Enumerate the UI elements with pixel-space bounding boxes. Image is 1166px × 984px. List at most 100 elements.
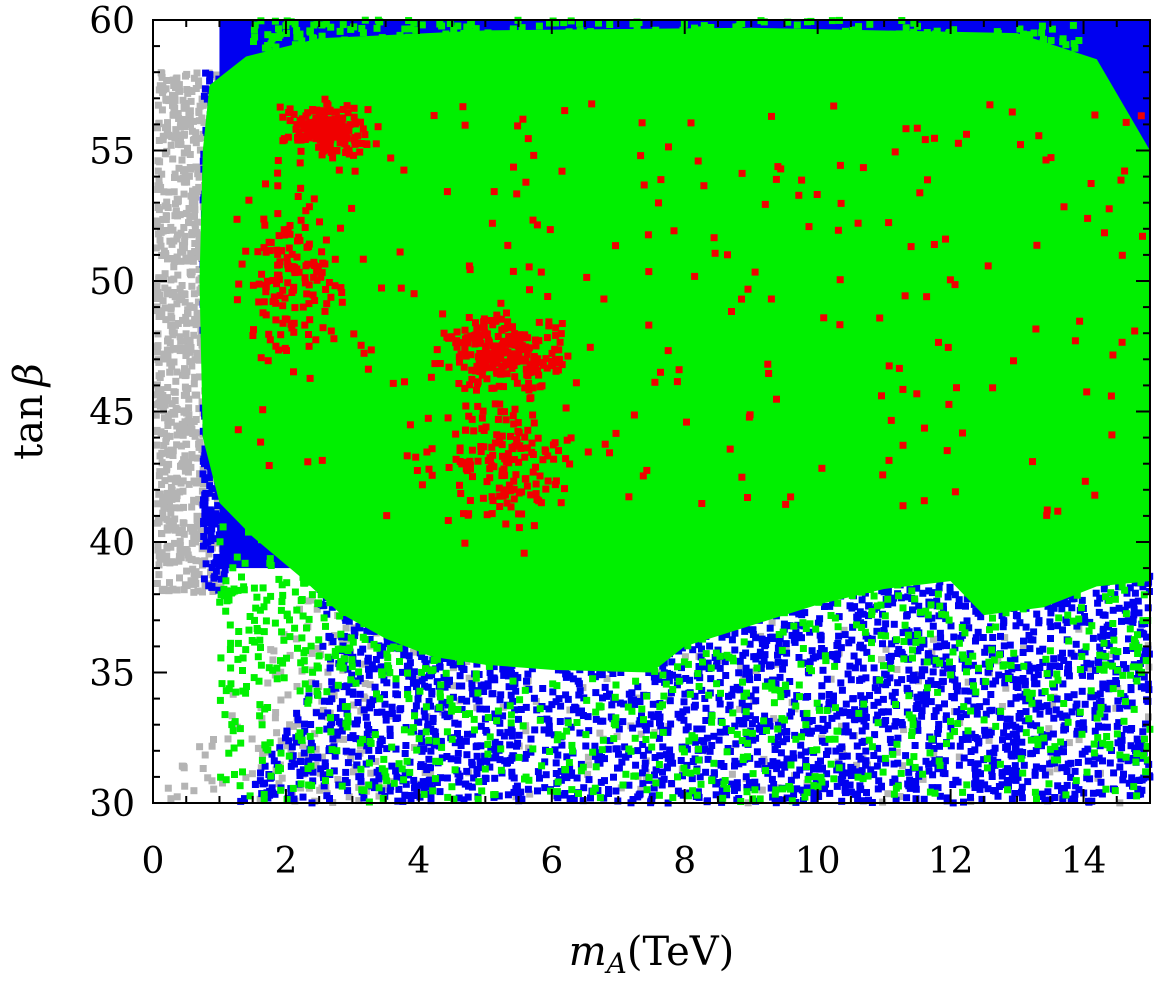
blue-point — [825, 698, 833, 706]
green-point — [1027, 591, 1035, 598]
blue-point — [969, 661, 977, 669]
blue-point — [984, 785, 992, 793]
gray-point — [312, 745, 320, 753]
gray-point — [267, 646, 275, 654]
blue-point — [650, 713, 658, 721]
blue-point — [605, 786, 612, 793]
blue-point — [622, 753, 629, 761]
blue-point — [1000, 642, 1008, 650]
blue-point — [605, 790, 612, 797]
blue-point — [378, 708, 386, 716]
green-point — [472, 674, 480, 682]
blue-point — [324, 709, 332, 717]
blue-point — [1018, 794, 1026, 802]
blue-point — [636, 698, 644, 705]
gray-point — [930, 750, 938, 758]
blue-point — [582, 742, 590, 750]
blue-point — [961, 687, 969, 695]
blue-point — [773, 765, 781, 773]
blue-point — [994, 792, 1002, 800]
blue-point — [464, 793, 472, 801]
blue-point — [810, 795, 818, 803]
blue-point — [883, 679, 891, 686]
blue-point — [791, 731, 799, 739]
green-point — [801, 793, 809, 801]
gray-point — [172, 84, 179, 91]
gray-point — [737, 663, 745, 671]
gray-point — [180, 762, 188, 770]
blue-point — [645, 669, 653, 676]
gray-point — [158, 587, 166, 595]
blue-point — [399, 668, 406, 676]
blue-point — [757, 664, 765, 672]
blue-point — [1128, 699, 1136, 707]
gray-point — [173, 586, 181, 594]
gray-point — [155, 181, 163, 189]
blue-point — [221, 516, 229, 524]
gray-point — [177, 248, 185, 256]
blue-point — [1033, 722, 1041, 730]
blue-point — [1143, 633, 1150, 641]
blue-point — [404, 686, 412, 693]
gray-point — [188, 282, 196, 290]
blue-point — [775, 796, 783, 804]
blue-point — [427, 702, 434, 710]
blue-point — [708, 742, 716, 749]
gray-point — [827, 675, 835, 683]
blue-point — [554, 794, 562, 802]
blue-point — [591, 742, 599, 750]
gray-point — [293, 683, 301, 690]
blue-point — [312, 680, 320, 688]
blue-point — [510, 774, 518, 782]
blue-point — [856, 608, 864, 616]
blue-point — [382, 716, 390, 724]
gray-point — [193, 515, 201, 523]
blue-point — [402, 742, 410, 749]
blue-point — [758, 635, 766, 643]
gray-point — [180, 167, 187, 175]
blue-point — [1043, 702, 1051, 710]
gray-point — [183, 319, 191, 327]
blue-point — [206, 482, 214, 490]
blue-point — [882, 620, 890, 628]
blue-point — [296, 768, 304, 776]
blue-point — [980, 756, 988, 764]
gray-point — [159, 391, 167, 399]
blue-point — [859, 707, 867, 714]
blue-point — [922, 757, 930, 765]
gray-point — [171, 504, 179, 512]
blue-point — [777, 749, 785, 757]
blue-point — [463, 751, 471, 759]
gray-point — [159, 397, 167, 405]
blue-point — [1134, 597, 1142, 605]
blue-point — [220, 68, 228, 76]
blue-point — [963, 617, 971, 625]
gray-point — [185, 404, 193, 412]
green-point — [382, 773, 390, 781]
gray-point — [286, 651, 294, 659]
gray-point — [155, 119, 163, 127]
green-point — [1122, 698, 1129, 706]
blue-point — [1018, 788, 1025, 796]
blue-point — [697, 653, 705, 661]
gray-point — [1020, 645, 1027, 653]
green-point — [1017, 599, 1025, 607]
blue-point — [304, 758, 312, 766]
blue-point — [932, 707, 940, 715]
blue-point — [418, 653, 426, 660]
blue-point — [206, 71, 214, 79]
blue-point — [573, 774, 581, 782]
gray-point — [896, 793, 904, 800]
gray-point — [191, 198, 199, 206]
blue-point — [508, 728, 516, 736]
blue-point — [774, 644, 782, 652]
blue-point — [1022, 708, 1030, 716]
gray-point — [160, 355, 168, 363]
blue-point — [468, 783, 476, 791]
blue-point — [388, 710, 396, 717]
blue-point — [862, 722, 870, 730]
gray-point — [169, 226, 177, 234]
gray-point — [174, 198, 181, 206]
blue-point — [200, 575, 208, 583]
blue-point — [445, 678, 453, 685]
